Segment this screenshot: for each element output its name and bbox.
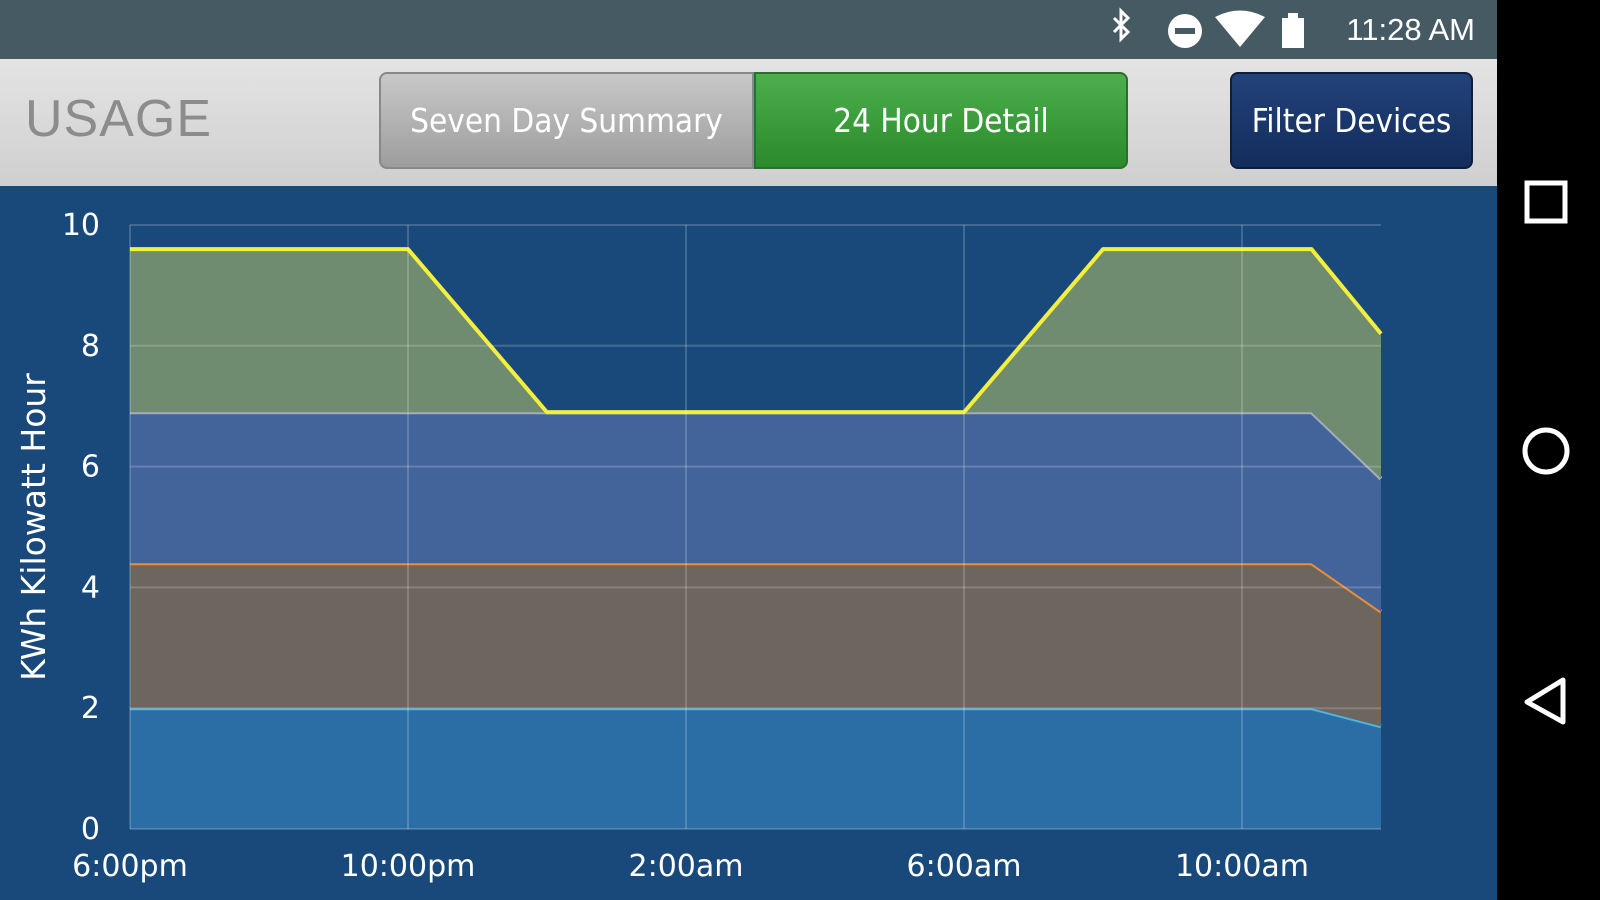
- back-button[interactable]: [1524, 677, 1566, 725]
- recents-button[interactable]: [1524, 180, 1568, 224]
- x-tick-label: 10:00pm: [341, 849, 476, 884]
- x-tick-label: 2:00am: [629, 849, 744, 884]
- y-tick-label: 8: [81, 329, 100, 364]
- y-tick-label: 4: [81, 570, 100, 605]
- status-bar: 11:28 AM: [0, 0, 1497, 59]
- area: [130, 412, 1381, 612]
- x-tick-label: 10:00am: [1175, 849, 1309, 884]
- nav-icons: [1522, 180, 1570, 725]
- chart-panel: 0 2 4 6 8 10 6:00pm 10:00pm 2:00am 6:00am 10:00am K…: [0, 186, 1497, 900]
- page-title: USAGE: [25, 90, 213, 148]
- tab[interactable]: Seven Day Summary: [379, 72, 754, 169]
- home-button[interactable]: [1522, 427, 1570, 475]
- wifi-icon: [1215, 10, 1265, 47]
- chart: 0 2 4 6 8 10 6:00pm 10:00pm 2:00am 6:00am 10:00am K…: [14, 208, 1383, 884]
- status-icons: [1112, 7, 1304, 48]
- y-tick-label: 6: [81, 450, 100, 485]
- x-tick-label: 6:00am: [907, 849, 1022, 884]
- area-line: [130, 247, 1383, 415]
- bluetooth-icon: [1112, 7, 1131, 43]
- battery-icon: [1282, 18, 1304, 48]
- tab[interactable]: 24 Hour Detail: [754, 72, 1128, 169]
- y-tick-label: 0: [81, 812, 100, 847]
- area: [130, 708, 1381, 829]
- x-tick-label: 6:00pm: [72, 849, 188, 884]
- battery-tip: [1288, 13, 1298, 18]
- y-tick-label: 2: [81, 691, 100, 726]
- area: [130, 249, 1381, 479]
- y-tick-label: 10: [62, 208, 100, 243]
- area: [130, 563, 1381, 727]
- dnd-bar: [1175, 28, 1195, 34]
- header: USAGE Seven Day Summary 24 Hour Detail F…: [0, 59, 1497, 186]
- clock: 11:28 AM: [1346, 12, 1475, 47]
- nav-bar: [1497, 0, 1600, 900]
- y-axis-label: KWh Kilowatt Hour: [14, 373, 53, 681]
- filter-button[interactable]: Filter Devices: [1230, 72, 1473, 169]
